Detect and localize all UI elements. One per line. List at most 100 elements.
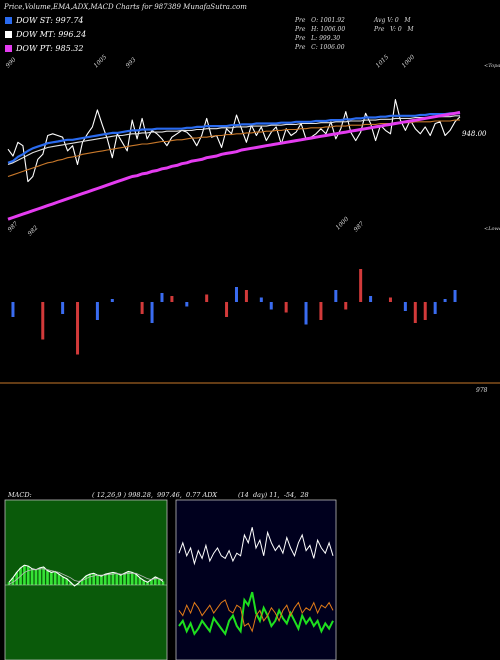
top-annotation-label: 993	[124, 56, 137, 69]
volume-bar	[234, 287, 238, 302]
macd-histogram-bar	[130, 572, 134, 585]
macd-histogram-bar	[77, 583, 80, 585]
macd-histogram-bar	[30, 568, 34, 585]
volume-bar	[61, 302, 65, 314]
macd-histogram-bar	[26, 566, 30, 585]
macd-histogram-bar	[157, 578, 161, 585]
volume-bar	[110, 299, 114, 302]
macd-values: ( 12,26,9 ) 998.28, 997.46, 0.77 ADX	[92, 491, 218, 499]
volume-bar	[423, 302, 427, 320]
legend-swatch-pt	[5, 45, 12, 52]
macd-label: MACD:	[8, 491, 32, 499]
macd-histogram-bar	[100, 576, 103, 585]
price-series-ema-medium	[7, 115, 460, 166]
macd-histogram-bar	[7, 582, 11, 585]
volume-bar	[11, 302, 15, 317]
macd-histogram-bar	[50, 572, 53, 585]
volume-bar	[205, 294, 209, 302]
adx-values: (14 day) 11, -54, 28	[238, 491, 309, 499]
macd-histogram-bar	[84, 576, 88, 585]
macd-histogram-bar	[119, 575, 122, 585]
legend-item-dow-st: DOW ST: 997.74	[5, 16, 115, 28]
macd-histogram-bar	[92, 573, 95, 585]
legend-swatch-st	[5, 17, 12, 24]
macd-histogram-bar	[15, 572, 18, 585]
top-annotation-label: 1000	[400, 54, 416, 70]
base-line-label: 978	[476, 387, 488, 394]
quote-open: Pre O: 1001.92	[295, 17, 345, 24]
volume-bar	[319, 302, 323, 320]
price-series-ema-short	[7, 112, 460, 164]
macd-histogram-bar	[23, 565, 26, 585]
macd-histogram-bar	[107, 573, 111, 585]
macd-histogram-bar	[150, 579, 153, 585]
macd-histogram-bar	[88, 574, 92, 585]
macd-histogram-bar	[11, 577, 15, 585]
volume-bar	[259, 297, 263, 302]
volume-bar	[140, 302, 144, 314]
quote-avg-volume: Avg V: 0 M	[374, 17, 411, 24]
volume-bar	[95, 302, 99, 320]
legend-label-mt: DOW MT: 996.24	[16, 30, 87, 39]
macd-histogram-bar	[61, 576, 65, 585]
macd-histogram-bar	[103, 574, 107, 585]
top-annotation-label: 1005	[92, 54, 108, 70]
volume-bar	[170, 296, 174, 302]
volume-bar	[413, 302, 417, 323]
volume-bar	[443, 299, 447, 302]
volume-bar	[453, 290, 457, 302]
volume-bar	[344, 302, 348, 310]
macd-histogram-bar	[154, 576, 157, 585]
macd-histogram-bar	[34, 569, 38, 585]
macd-histogram-bar	[57, 574, 61, 585]
volume-bar	[150, 302, 154, 323]
top-line-label: <Topa	[484, 63, 500, 69]
macd-histogram-bar	[80, 579, 84, 585]
volume-bar	[359, 269, 363, 302]
legend-label-st: DOW ST: 997.74	[16, 16, 84, 25]
macd-histogram-bar	[53, 571, 57, 585]
macd-histogram-bar	[69, 582, 72, 585]
macd-histogram-bar	[38, 567, 42, 585]
macd-histogram-bar	[134, 574, 138, 585]
adx-line-adx	[178, 527, 334, 566]
macd-histogram-bar	[111, 572, 115, 585]
mid-annotation-label: 1000	[334, 216, 350, 232]
adx-panel-bg	[175, 499, 337, 660]
quote-close: Pre C: 1006.00	[295, 44, 345, 51]
mid-annotation-label: 987	[6, 220, 19, 233]
legend-label-pt: DOW PT: 985.32	[16, 44, 84, 53]
macd-histogram-bar	[96, 575, 99, 585]
volume-bar	[433, 302, 437, 314]
macd-histogram-bar	[142, 580, 146, 585]
mid-annotation-label: 982	[26, 224, 39, 237]
top-annotation-label: 1015	[374, 54, 390, 70]
quote-high: Pre H: 1006.00	[295, 26, 346, 33]
volume-bar	[388, 297, 392, 302]
low-line-label: <Lowa	[484, 226, 500, 232]
quote-low: Pre L: 999.30	[295, 35, 341, 42]
volume-bar	[41, 302, 45, 340]
price-series-ema-long	[7, 119, 460, 178]
adx-line-di	[178, 599, 334, 633]
macd-histogram-bar	[123, 573, 126, 585]
quote-volume: Pre V: 0 M	[374, 26, 414, 33]
macd-histogram-bar	[46, 570, 49, 585]
chart-title: Price,Volume,EMA,ADX,MACD Charts for 987…	[4, 3, 247, 11]
macd-histogram-bar	[138, 577, 142, 585]
price-series-price	[7, 99, 461, 183]
legend-swatch-mt	[5, 31, 12, 38]
volume-bar	[403, 302, 407, 311]
volume-bar	[76, 302, 80, 355]
volume-bar	[160, 293, 164, 302]
volume-bar	[244, 290, 248, 302]
legend-item-dow-mt: DOW MT: 996.24	[5, 30, 115, 42]
volume-bar	[334, 290, 338, 302]
volume-bar	[284, 302, 288, 313]
volume-bar	[369, 296, 373, 302]
volume-bar	[269, 302, 273, 310]
mid-annotation-label: 987	[352, 220, 365, 233]
macd-histogram-bar	[127, 571, 130, 585]
macd-histogram-bar	[65, 578, 69, 585]
